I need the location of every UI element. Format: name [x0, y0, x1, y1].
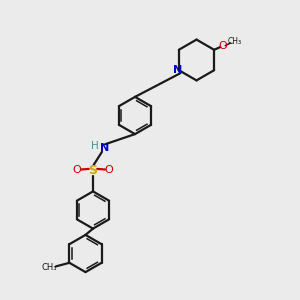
- Text: S: S: [88, 164, 98, 177]
- Text: N: N: [100, 143, 109, 153]
- Text: CH₃: CH₃: [41, 263, 57, 272]
- Text: H: H: [91, 141, 99, 152]
- Text: O: O: [218, 41, 227, 51]
- Text: O: O: [104, 165, 113, 176]
- Text: CH₃: CH₃: [227, 37, 242, 46]
- Text: O: O: [73, 165, 82, 176]
- Text: N: N: [173, 65, 182, 75]
